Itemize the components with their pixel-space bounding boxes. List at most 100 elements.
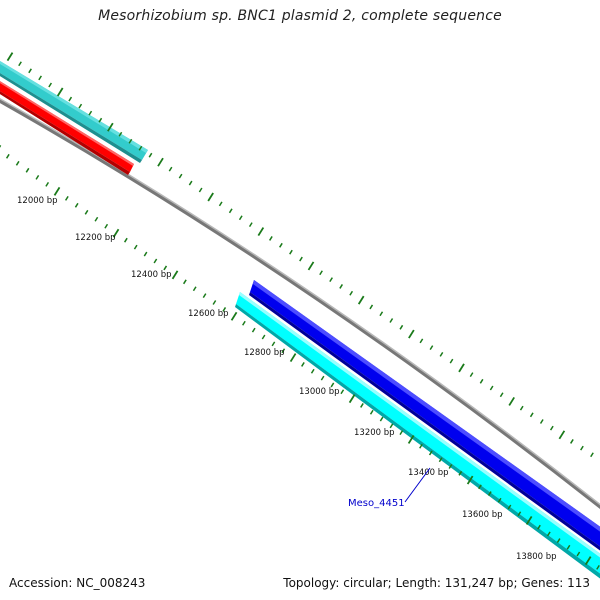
outer-minor-tick (68, 96, 73, 102)
outer-major-tick (157, 157, 164, 167)
outer-major-tick (307, 261, 315, 271)
outer-minor-tick (78, 103, 83, 109)
outer-minor-tick (88, 110, 93, 116)
inner-minor-tick (5, 153, 10, 159)
inner-minor-tick (419, 443, 423, 449)
outer-minor-tick (439, 351, 444, 357)
scale-label: 13400 bp (408, 468, 449, 478)
outer-minor-tick (18, 61, 22, 67)
outer-minor-tick (28, 68, 32, 74)
scale-label: 12800 bp (244, 348, 285, 358)
outer-minor-tick (138, 145, 143, 151)
inner-minor-tick (507, 504, 512, 510)
outer-minor-tick (529, 412, 534, 418)
feature-red-upper[interactable] (0, 78, 134, 175)
inner-minor-tick (202, 293, 207, 299)
inner-minor-tick (389, 423, 394, 429)
outer-minor-tick (389, 318, 394, 323)
outer-minor-tick (429, 345, 434, 351)
backbone-arc (0, 98, 600, 509)
outer-minor-tick (469, 372, 474, 377)
inner-minor-tick (596, 564, 600, 570)
inner-minor-tick (438, 457, 443, 463)
outer-minor-tick (319, 270, 323, 276)
inner-minor-tick (25, 167, 30, 173)
feature-cyan-inner[interactable] (235, 292, 600, 580)
inner-minor-tick (74, 202, 79, 208)
outer-minor-tick (48, 82, 53, 88)
outer-major-tick (56, 87, 64, 97)
outer-minor-tick (289, 249, 293, 255)
outer-minor-tick (248, 222, 253, 228)
inner-major-tick (584, 556, 592, 566)
topology-summary: Topology: circular; Length: 131,247 bp; … (283, 576, 590, 590)
inner-minor-tick (340, 389, 345, 395)
gene-label-meso-4451[interactable]: Meso_4451 (348, 498, 405, 509)
inner-minor-tick (379, 416, 384, 422)
outer-minor-tick (188, 180, 193, 186)
inner-major-tick (525, 515, 533, 525)
tick-marks-inner (0, 144, 600, 570)
inner-minor-tick (212, 300, 217, 305)
inner-minor-tick (546, 531, 551, 537)
outer-major-tick (458, 363, 465, 373)
outer-minor-tick (580, 445, 584, 451)
outer-minor-tick (379, 311, 384, 317)
inner-minor-tick (271, 341, 276, 347)
outer-minor-tick (98, 117, 103, 123)
inner-minor-tick (517, 511, 522, 517)
outer-minor-tick (128, 138, 133, 144)
outer-minor-tick (399, 324, 404, 330)
outer-minor-tick (369, 304, 374, 310)
inner-major-tick (171, 270, 179, 280)
feature-blue-gene[interactable] (249, 280, 600, 552)
inner-minor-tick (261, 334, 266, 340)
outer-major-tick (408, 329, 415, 339)
inner-minor-tick (360, 403, 364, 408)
scale-labels: 12000 bp 12200 bp 12400 bp 12600 bp 12800 bp… (17, 196, 557, 562)
outer-minor-tick (38, 75, 42, 81)
inner-minor-tick (104, 223, 109, 229)
inner-minor-tick (537, 524, 541, 530)
scale-label: 12600 bp (188, 309, 229, 319)
outer-minor-tick (178, 173, 183, 179)
inner-minor-tick (566, 544, 571, 550)
inner-minor-tick (15, 160, 20, 166)
outer-minor-tick (489, 385, 494, 391)
inner-major-tick (289, 353, 297, 363)
inner-minor-tick (458, 470, 463, 476)
inner-minor-tick (320, 375, 325, 381)
outer-minor-tick (299, 256, 303, 262)
inner-minor-tick (45, 181, 50, 187)
outer-major-tick (257, 227, 265, 237)
outer-minor-tick (329, 277, 333, 283)
inner-minor-tick (192, 286, 197, 292)
inner-minor-tick (448, 464, 453, 469)
scale-label: 13000 bp (299, 387, 340, 397)
inner-minor-tick (182, 279, 187, 285)
outer-minor-tick (539, 419, 544, 424)
inner-minor-tick (281, 348, 286, 354)
outer-major-tick (6, 52, 14, 62)
outer-minor-tick (479, 378, 484, 384)
outer-minor-tick (590, 452, 594, 458)
inner-minor-tick (163, 265, 168, 271)
feature-cyan-upper[interactable] (0, 58, 148, 163)
scale-label: 12200 bp (75, 233, 116, 243)
outer-minor-tick (198, 187, 203, 193)
outer-major-tick (357, 295, 365, 305)
outer-minor-tick (118, 131, 123, 137)
outer-minor-tick (148, 152, 153, 158)
inner-minor-tick (251, 327, 256, 333)
scale-label: 12000 bp (17, 196, 58, 206)
inner-minor-tick (428, 450, 433, 456)
inner-minor-tick (399, 430, 404, 436)
outer-minor-tick (268, 236, 273, 241)
inner-minor-tick (301, 362, 305, 367)
outer-major-tick (558, 430, 566, 440)
inner-minor-tick (35, 174, 40, 180)
inner-minor-tick (143, 251, 148, 257)
map-title: Mesorhizobium sp. BNC1 plasmid 2, comple… (98, 8, 502, 24)
inner-minor-tick (478, 484, 482, 490)
accession-label: Accession: NC_008243 (9, 576, 146, 590)
